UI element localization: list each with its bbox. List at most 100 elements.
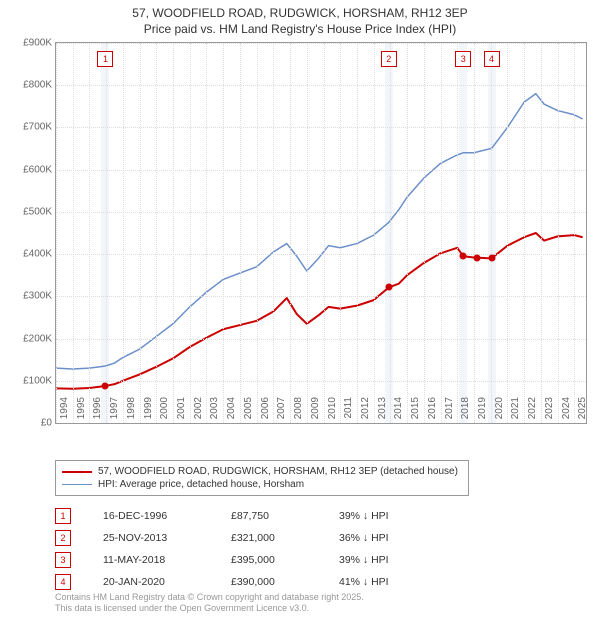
marker-box-3: 3 [455, 51, 471, 67]
gridline-v [541, 43, 542, 423]
chart-area: £0£100K£200K£300K£400K£500K£600K£700K£80… [55, 42, 585, 422]
footer: Contains HM Land Registry data © Crown c… [55, 592, 364, 615]
title-line-1: 57, WOODFIELD ROAD, RUDGWICK, HORSHAM, R… [0, 6, 600, 22]
gridline-v [424, 43, 425, 423]
tx-date: 20-JAN-2020 [103, 576, 213, 588]
gridline-v [290, 43, 291, 423]
transaction-row: 225-NOV-2013£321,00036% ↓ HPI [55, 527, 429, 549]
xtick-label: 2017 [444, 397, 455, 427]
xtick-label: 2015 [410, 397, 421, 427]
tx-hpi: 39% ↓ HPI [339, 554, 429, 566]
gridline-v [390, 43, 391, 423]
chart-container: 57, WOODFIELD ROAD, RUDGWICK, HORSHAM, R… [0, 0, 600, 620]
sale-point [474, 255, 481, 262]
gridline-v [156, 43, 157, 423]
series-line [56, 94, 583, 369]
tx-date: 25-NOV-2013 [103, 532, 213, 544]
xtick-label: 2001 [176, 397, 187, 427]
xtick-label: 2025 [577, 397, 588, 427]
ytick-label: £0 [41, 418, 52, 429]
ytick-label: £500K [23, 206, 52, 217]
tx-marker: 4 [55, 574, 71, 590]
title-line-2: Price paid vs. HM Land Registry's House … [0, 22, 600, 38]
xtick-label: 2023 [544, 397, 555, 427]
xtick-label: 2012 [360, 397, 371, 427]
xtick-label: 2008 [293, 397, 304, 427]
gridline-v [441, 43, 442, 423]
gridline-v [257, 43, 258, 423]
tx-price: £321,000 [231, 532, 321, 544]
xtick-label: 2020 [494, 397, 505, 427]
xtick-label: 1996 [92, 397, 103, 427]
gridline-v [374, 43, 375, 423]
gridline-v [173, 43, 174, 423]
gridline-v [340, 43, 341, 423]
tx-date: 11-MAY-2018 [103, 554, 213, 566]
marker-box-1: 1 [97, 51, 113, 67]
tx-price: £87,750 [231, 510, 321, 522]
xtick-label: 2016 [427, 397, 438, 427]
xtick-label: 2005 [243, 397, 254, 427]
xtick-label: 1997 [109, 397, 120, 427]
xtick-label: 2021 [510, 397, 521, 427]
xtick-label: 2010 [327, 397, 338, 427]
tx-hpi: 41% ↓ HPI [339, 576, 429, 588]
gridline-v [357, 43, 358, 423]
tx-marker: 3 [55, 552, 71, 568]
gridline-v [524, 43, 525, 423]
tx-date: 16-DEC-1996 [103, 510, 213, 522]
xtick-label: 2013 [377, 397, 388, 427]
xtick-label: 2018 [460, 397, 471, 427]
gridline-v [574, 43, 575, 423]
plot-region: £0£100K£200K£300K£400K£500K£600K£700K£80… [55, 42, 587, 424]
xtick-label: 2007 [276, 397, 287, 427]
gridline-v [140, 43, 141, 423]
tx-marker: 1 [55, 508, 71, 524]
tx-marker: 2 [55, 530, 71, 546]
marker-box-4: 4 [484, 51, 500, 67]
xtick-label: 2014 [393, 397, 404, 427]
gridline-v [240, 43, 241, 423]
gridline-v [123, 43, 124, 423]
gridline-v [56, 43, 57, 423]
ytick-label: £800K [23, 80, 52, 91]
xtick-label: 2009 [310, 397, 321, 427]
sale-point [460, 253, 467, 260]
xtick-label: 1994 [59, 397, 70, 427]
chart-title: 57, WOODFIELD ROAD, RUDGWICK, HORSHAM, R… [0, 0, 600, 37]
gridline-v [73, 43, 74, 423]
gridline-v [474, 43, 475, 423]
footer-line-2: This data is licensed under the Open Gov… [55, 603, 364, 614]
tx-price: £395,000 [231, 554, 321, 566]
gridline-v [206, 43, 207, 423]
xtick-label: 2006 [260, 397, 271, 427]
gridline-v [223, 43, 224, 423]
gridline-v [190, 43, 191, 423]
xtick-label: 2022 [527, 397, 538, 427]
tx-price: £390,000 [231, 576, 321, 588]
legend-label-property: 57, WOODFIELD ROAD, RUDGWICK, HORSHAM, R… [98, 466, 458, 477]
ytick-label: £200K [23, 333, 52, 344]
xtick-label: 2003 [209, 397, 220, 427]
ytick-label: £100K [23, 375, 52, 386]
gridline-v [407, 43, 408, 423]
xtick-label: 2011 [343, 397, 354, 427]
transaction-row: 3 11-MAY-2018 £395,000 39% ↓ HPI [55, 549, 429, 571]
footer-line-1: Contains HM Land Registry data © Crown c… [55, 592, 364, 603]
legend-label-hpi: HPI: Average price, detached house, Hors… [98, 479, 304, 490]
sale-point [385, 284, 392, 291]
ytick-label: £900K [23, 38, 52, 49]
sale-point [488, 255, 495, 262]
xtick-label: 2004 [226, 397, 237, 427]
transaction-row: 4 20-JAN-2020 £390,000 41% ↓ HPI [55, 571, 429, 593]
gridline-v [106, 43, 107, 423]
xtick-label: 2000 [159, 397, 170, 427]
ytick-label: £400K [23, 249, 52, 260]
xtick-label: 1995 [76, 397, 87, 427]
legend: 57, WOODFIELD ROAD, RUDGWICK, HORSHAM, R… [55, 460, 469, 496]
xtick-label: 2024 [561, 397, 572, 427]
transaction-row: 116-DEC-1996£87,75039% ↓ HPI [55, 505, 429, 527]
gridline-v [89, 43, 90, 423]
ytick-label: £300K [23, 291, 52, 302]
ytick-label: £700K [23, 122, 52, 133]
